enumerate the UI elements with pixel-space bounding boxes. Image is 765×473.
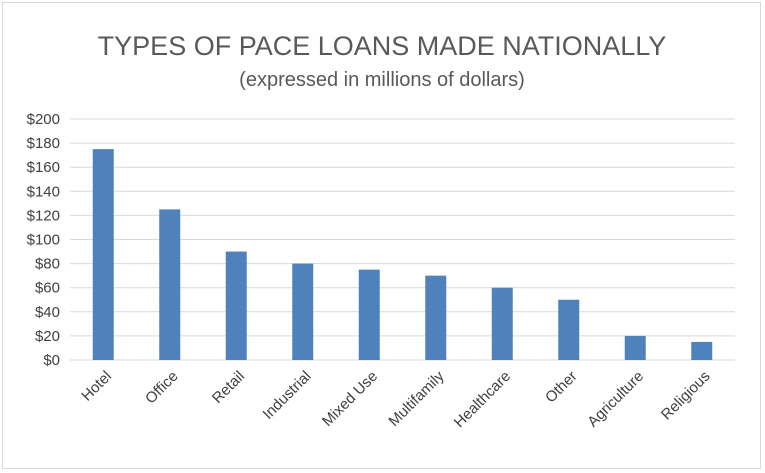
x-category-label: Office xyxy=(142,368,182,408)
y-tick-label: $40 xyxy=(35,304,60,321)
y-tick-label: $100 xyxy=(27,232,60,249)
bar-office xyxy=(159,209,181,360)
x-category-label: Mixed Use xyxy=(319,368,381,430)
bar-hotel xyxy=(92,149,114,360)
y-axis-tick-labels: $0 $20 $40 $60 $80 $100 $120 $140 $160 $180 $200 xyxy=(27,111,60,369)
x-category-label: Agriculture xyxy=(584,368,647,431)
gridlines xyxy=(70,118,735,361)
bar-other xyxy=(558,299,580,360)
bar-mixed-use xyxy=(358,269,380,360)
x-category-label: Other xyxy=(542,368,581,407)
y-tick-label: $60 xyxy=(35,280,60,297)
chart-title: TYPES OF PACE LOANS MADE NATIONALLY xyxy=(98,31,667,61)
x-category-label: Religious xyxy=(658,368,714,424)
y-tick-label: $160 xyxy=(27,159,60,176)
bar-industrial xyxy=(292,263,314,360)
bar-healthcare xyxy=(491,287,513,360)
x-category-label: Healthcare xyxy=(451,368,514,431)
y-tick-label: $200 xyxy=(27,111,60,128)
y-tick-label: $140 xyxy=(27,183,60,200)
y-tick-label: $180 xyxy=(27,135,60,152)
x-category-label: Retail xyxy=(209,368,248,407)
x-category-label: Hotel xyxy=(78,368,115,405)
y-tick-label: $120 xyxy=(27,207,60,224)
x-category-label: Multifamily xyxy=(385,367,447,429)
x-axis-category-labels: Hotel Office Retail Industrial Mixed Use Mult… xyxy=(78,367,713,431)
chart-frame xyxy=(2,2,761,469)
bar-religious xyxy=(691,341,713,360)
x-category-label: Industrial xyxy=(260,368,315,423)
bars xyxy=(92,149,713,360)
y-tick-label: $80 xyxy=(35,256,60,273)
chart-subtitle: (expressed in millions of dollars) xyxy=(239,69,525,91)
y-tick-label: $0 xyxy=(43,352,60,369)
bar-retail xyxy=(225,251,247,360)
bar-agriculture xyxy=(624,335,646,360)
bar-multifamily xyxy=(425,275,447,360)
y-tick-label: $20 xyxy=(35,328,60,345)
